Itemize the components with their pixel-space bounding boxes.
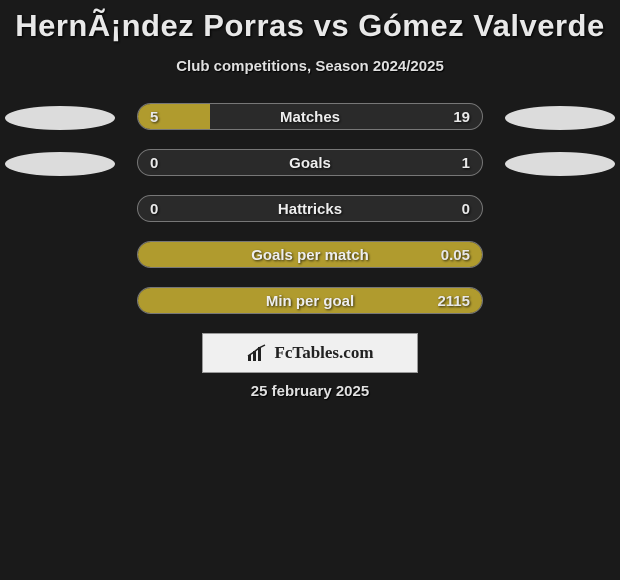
stat-label: Goals [138,150,482,176]
stat-row: Min per goal2115 [0,287,620,317]
stat-value-right: 19 [453,104,470,130]
branding-box[interactable]: FcTables.com [202,333,418,373]
comparison-widget: HernÃ¡ndez Porras vs Gómez Valverde Club… [0,0,620,400]
player-shadow-left [5,152,115,176]
stat-bar: 0Goals1 [137,149,483,176]
stat-row: Goals per match0.05 [0,241,620,271]
stat-value-right: 0.05 [441,242,470,268]
bars-icon [246,344,268,362]
branding-text: FcTables.com [274,343,373,363]
stat-row: 0Goals1 [0,149,620,179]
stats-list: 5Matches190Goals10Hattricks0Goals per ma… [0,103,620,317]
date-label: 25 february 2025 [0,383,620,400]
page-title: HernÃ¡ndez Porras vs Gómez Valverde [0,8,620,44]
player-shadow-right [505,106,615,130]
stat-label: Min per goal [138,288,482,314]
stat-bar: 5Matches19 [137,103,483,130]
stat-label: Hattricks [138,196,482,222]
stat-row: 0Hattricks0 [0,195,620,225]
stat-bar: Min per goal2115 [137,287,483,314]
stat-value-right: 0 [462,196,470,222]
player-shadow-right [505,152,615,176]
stat-label: Goals per match [138,242,482,268]
stat-label: Matches [138,104,482,130]
subtitle: Club competitions, Season 2024/2025 [0,58,620,75]
stat-row: 5Matches19 [0,103,620,133]
stat-value-right: 2115 [437,288,470,314]
player-shadow-left [5,106,115,130]
stat-bar: Goals per match0.05 [137,241,483,268]
stat-value-right: 1 [462,150,470,176]
stat-bar: 0Hattricks0 [137,195,483,222]
